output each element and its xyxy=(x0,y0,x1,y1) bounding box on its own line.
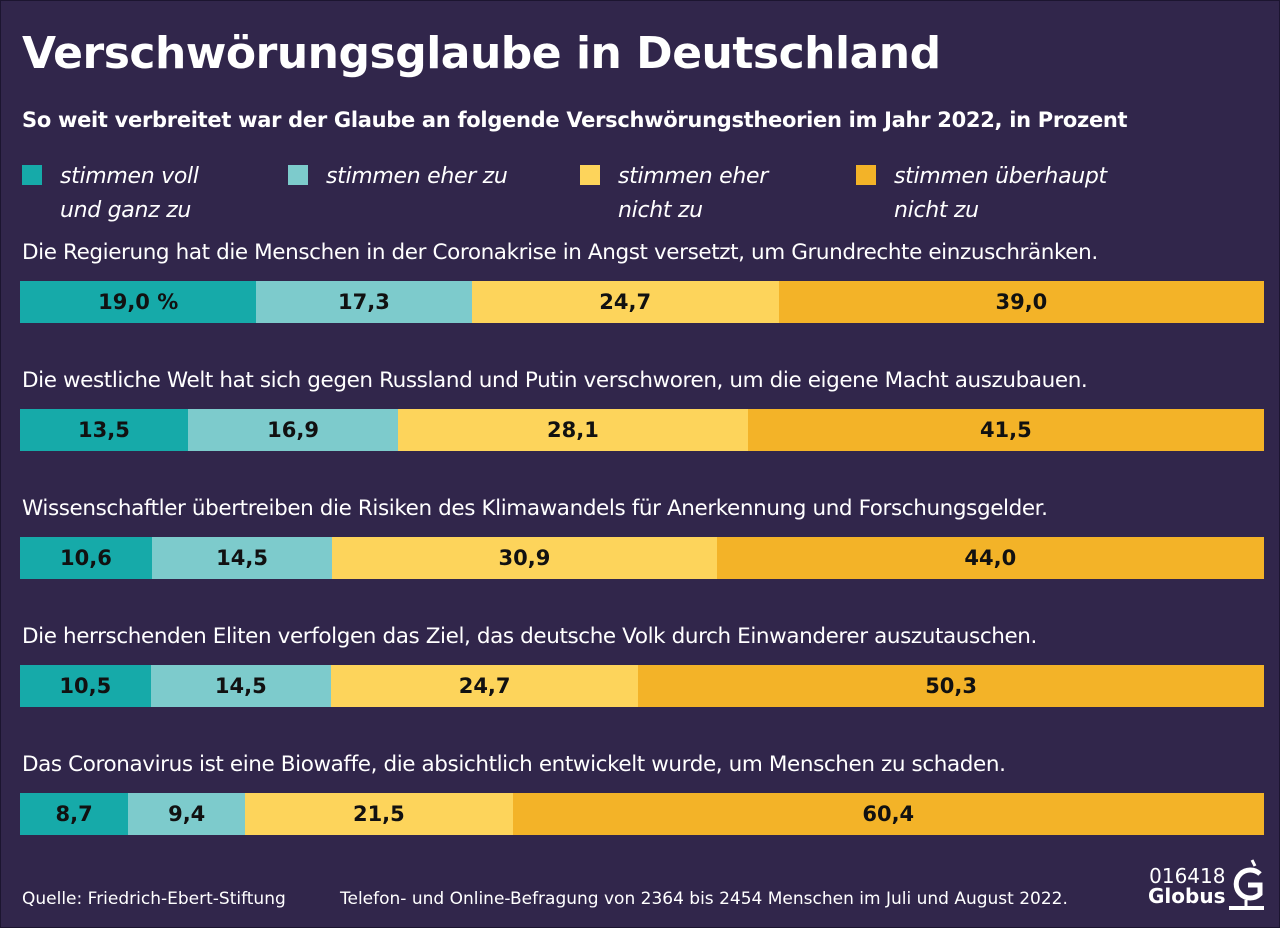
data-label: 50,3 xyxy=(925,674,978,698)
data-label: 14,5 xyxy=(214,674,267,698)
data-label: 13,5 xyxy=(78,418,130,442)
bar-segment: 60,4 xyxy=(512,793,1264,835)
bar-segment: 9,4 xyxy=(128,793,246,835)
bar-segment: 8,7 xyxy=(20,793,129,835)
data-label: 39,0 xyxy=(995,290,1048,314)
bar-segment: 24,7 xyxy=(471,281,779,323)
data-label: 10,6 xyxy=(60,546,112,570)
bar-segment: 44,0 xyxy=(716,537,1264,579)
chart-subtitle: So weit verbreitet war der Glaube an fol… xyxy=(22,108,1128,132)
legend-swatch xyxy=(856,165,876,185)
bar-segment: 16,9 xyxy=(187,409,399,451)
chart-title: Verschwörungsglaube in Deutschland xyxy=(22,28,941,79)
category-label: Wissenschaftler übertreiben die Risiken … xyxy=(22,496,1048,521)
legend-label: stimmen voll und ganz zu xyxy=(60,164,199,223)
data-label: 17,3 xyxy=(338,290,390,314)
bar-segment: 14,5 xyxy=(150,665,331,707)
bar-segment: 10,5 xyxy=(20,665,151,707)
legend-swatch xyxy=(580,165,600,185)
bar-segment: 41,5 xyxy=(747,409,1264,451)
globus-logo: 016418 Globus xyxy=(1148,866,1225,906)
data-label: 44,0 xyxy=(964,546,1017,570)
bar-segment: 24,7 xyxy=(330,665,639,707)
data-label: 24,7 xyxy=(599,290,652,314)
category-label: Die herrschenden Eliten verfolgen das Zi… xyxy=(22,624,1037,649)
data-label: 21,5 xyxy=(352,802,405,826)
legend-item: stimmen überhaupt nicht zu xyxy=(856,160,1124,228)
stacked-bar: 10,6 14,5 30,9 44,0 xyxy=(20,537,1264,579)
legend-item: stimmen voll und ganz zu xyxy=(22,160,290,228)
data-label: 24,7 xyxy=(458,674,511,698)
data-label: 41,5 xyxy=(979,418,1032,442)
bar-segment: 39,0 xyxy=(778,281,1264,323)
logo-number: 016418 xyxy=(1149,864,1226,888)
data-label: 30,9 xyxy=(498,546,551,570)
logo-name: Globus xyxy=(1148,884,1226,908)
bar-segment: 14,5 xyxy=(151,537,333,579)
legend-label: stimmen eher nicht zu xyxy=(618,164,768,223)
method-note: Telefon- und Online-Befragung von 2364 b… xyxy=(340,889,1068,909)
data-label: 60,4 xyxy=(862,802,915,826)
legend-swatch xyxy=(288,165,308,185)
stacked-bar: 8,7 9,4 21,5 60,4 xyxy=(20,793,1264,835)
legend-swatch xyxy=(22,165,42,185)
legend-item: stimmen eher zu xyxy=(288,160,556,194)
category-label: Die westliche Welt hat sich gegen Russla… xyxy=(22,368,1088,393)
data-label: 16,9 xyxy=(267,418,319,442)
legend-item: stimmen eher nicht zu xyxy=(580,160,848,228)
bar-segment: 13,5 xyxy=(20,409,188,451)
category-label: Die Regierung hat die Menschen in der Co… xyxy=(22,240,1098,265)
globus-g-icon xyxy=(1229,859,1264,910)
bar-segment: 28,1 xyxy=(398,409,748,451)
legend-label: stimmen eher zu xyxy=(326,164,508,189)
data-label: 9,4 xyxy=(168,802,206,826)
source-text: Quelle: Friedrich-Ebert-Stiftung xyxy=(22,889,286,909)
bar-segment: 17,3 xyxy=(256,281,472,323)
bar-segment: 10,6 xyxy=(20,537,152,579)
bar-segment: 50,3 xyxy=(638,665,1264,707)
stacked-bar: 19,0 % 17,3 24,7 39,0 xyxy=(20,281,1264,323)
data-label: 19,0 % xyxy=(98,290,179,314)
category-label: Das Coronavirus ist eine Biowaffe, die a… xyxy=(22,752,1006,777)
legend-label: stimmen überhaupt nicht zu xyxy=(894,164,1107,223)
data-label: 28,1 xyxy=(547,418,599,442)
data-label: 8,7 xyxy=(55,802,93,826)
stacked-bar: 13,5 16,9 28,1 41,5 xyxy=(20,409,1264,451)
bar-segment: 19,0 % xyxy=(20,281,257,323)
stacked-bar: 10,5 14,5 24,7 50,3 xyxy=(20,665,1264,707)
data-label: 10,5 xyxy=(59,674,112,698)
bar-segment: 30,9 xyxy=(332,537,717,579)
data-label: 14,5 xyxy=(216,546,268,570)
bar-segment: 21,5 xyxy=(245,793,513,835)
